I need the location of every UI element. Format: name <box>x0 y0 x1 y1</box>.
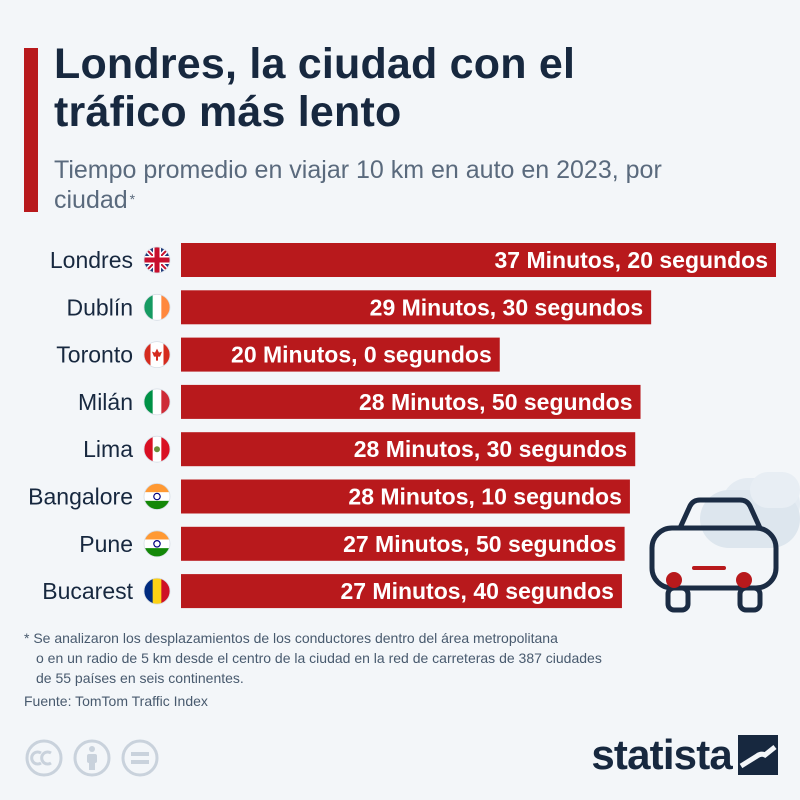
bar <box>181 243 776 277</box>
car-front-icon <box>640 470 800 620</box>
footnote: * Se analizaron los desplazamientos de l… <box>24 628 744 688</box>
creative-commons-icon[interactable] <box>25 739 63 777</box>
category-label: Milán <box>78 389 133 415</box>
category-label: Bucarest <box>42 578 133 604</box>
romania-flag-icon <box>143 577 171 605</box>
india-flag-icon <box>143 483 171 510</box>
title-accent-bar <box>24 48 38 212</box>
bar <box>181 337 500 372</box>
data-label: 28 Minutos, 50 segundos <box>359 389 633 415</box>
bar <box>181 574 622 609</box>
data-label: 27 Minutos, 40 segundos <box>340 578 614 604</box>
category-label: Bangalore <box>28 484 133 510</box>
subtitle-text: Tiempo promedio en viajar 10 km en auto … <box>54 156 662 214</box>
data-label: 29 Minutos, 30 segundos <box>370 294 644 320</box>
footnote-marker: * <box>129 191 136 207</box>
category-label: Dublín <box>67 294 133 320</box>
bar <box>181 290 652 325</box>
chart-row: Dublín 29 Minutos, 30 segundos <box>67 290 652 325</box>
data-label: 20 Minutos, 0 segundos <box>231 342 492 368</box>
category-label: Pune <box>79 531 133 557</box>
chart-row: Pune 27 Minutos, 50 segundos <box>79 526 625 561</box>
data-label: 28 Minutos, 30 segundos <box>354 436 628 462</box>
brand[interactable]: statista <box>591 730 778 780</box>
chart-row: Toronto 20 Minutos, 0 segundos <box>56 337 500 372</box>
chart-row: Lima 28 Minutos, 30 segundos <box>83 432 636 467</box>
footnote-line: de 55 países en seis continentes. <box>36 670 244 686</box>
data-label: 27 Minutos, 50 segundos <box>343 531 617 557</box>
bar-chart: Londres 37 Minutos, 20 segundos Dublín 29 M… <box>28 243 776 609</box>
chart-row: Londres 37 Minutos, 20 segundos <box>50 243 776 277</box>
chart-row: Milán 28 Minutos, 50 segundos <box>78 384 641 419</box>
bar <box>181 432 636 467</box>
category-label: Londres <box>50 247 133 273</box>
category-label: Lima <box>83 436 133 462</box>
bar <box>181 479 630 514</box>
india-flag-icon <box>143 530 171 558</box>
brand-name: statista <box>591 731 732 778</box>
data-label: 28 Minutos, 10 segundos <box>348 484 622 510</box>
canada-flag-icon <box>143 341 171 368</box>
chart-row: Bangalore 28 Minutos, 10 segundos <box>28 479 630 514</box>
uk-flag-icon <box>143 246 171 274</box>
bar <box>181 526 625 561</box>
chart-row: Bucarest 27 Minutos, 40 segundos <box>42 574 622 609</box>
no-derivatives-icon[interactable] <box>121 739 159 777</box>
attribution-icon[interactable] <box>73 739 111 777</box>
chart-subtitle: Tiempo promedio en viajar 10 km en auto … <box>54 155 744 215</box>
license-icons <box>24 738 164 778</box>
category-label: Toronto <box>56 342 133 368</box>
footnote-line: * Se analizaron los desplazamientos de l… <box>24 630 558 646</box>
bar <box>181 384 641 419</box>
statista-logo-icon <box>738 735 778 775</box>
source-credit: Fuente: TomTom Traffic Index <box>24 693 208 709</box>
italy-flag-icon <box>143 388 171 416</box>
footnote-line: o en un radio de 5 km desde el centro de… <box>36 650 602 666</box>
page-title: Londres, la ciudad con el tráfico más le… <box>54 40 576 137</box>
peru-flag-icon <box>143 435 171 463</box>
ireland-flag-icon <box>143 293 171 321</box>
data-label: 37 Minutos, 20 segundos <box>495 247 769 273</box>
